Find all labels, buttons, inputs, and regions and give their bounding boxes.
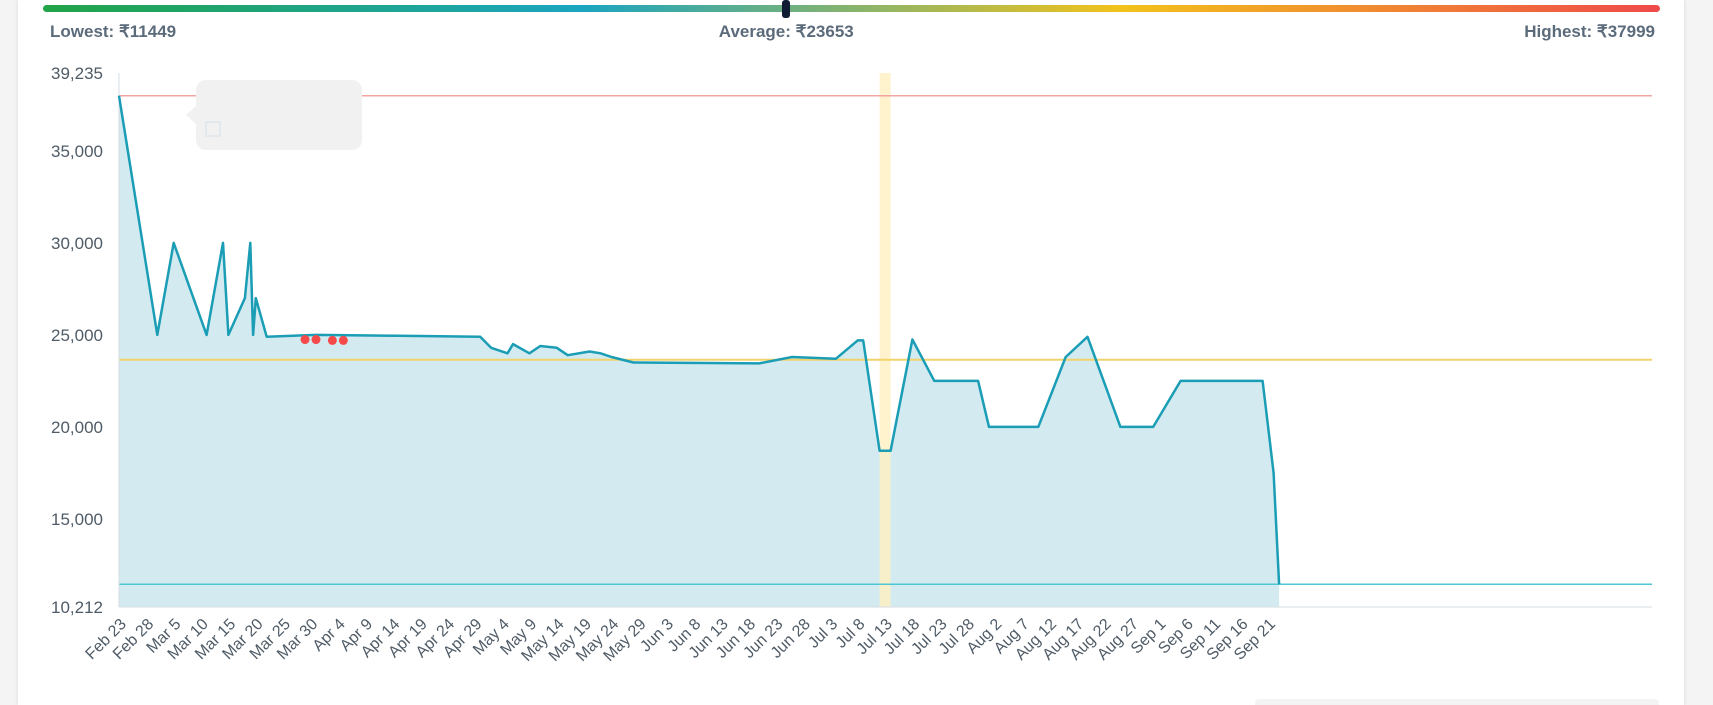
price-line — [117, 95, 1281, 585]
y-tick-label: 39,235 — [51, 64, 103, 83]
y-tick-label: 35,000 — [51, 142, 103, 161]
price-area — [119, 95, 1280, 607]
deal-marker — [311, 335, 321, 345]
deal-marker — [338, 335, 348, 345]
y-tick-label: 25,000 — [51, 326, 103, 345]
average-price-label: Average: ₹23653 — [718, 22, 854, 41]
highlight-band — [879, 73, 891, 607]
y-tick-label: 20,000 — [51, 418, 103, 437]
chart-tooltip — [186, 80, 362, 150]
deal-marker — [327, 335, 337, 345]
price-range-bar — [43, 5, 1660, 12]
average-price-marker — [782, 0, 791, 18]
x-tick-label: Jul 3 — [805, 616, 841, 652]
lowest-price-label: Lowest: ₹11449 — [50, 22, 177, 41]
bottom-panel-edge — [1255, 699, 1659, 705]
y-tick-label: 30,000 — [51, 234, 103, 253]
deal-marker — [300, 335, 310, 345]
tooltip-series-swatch — [205, 121, 221, 137]
y-tick-label: 10,212 — [51, 598, 103, 617]
y-tick-label: 15,000 — [51, 510, 103, 529]
highest-price-label: Highest: ₹37999 — [1524, 22, 1655, 41]
